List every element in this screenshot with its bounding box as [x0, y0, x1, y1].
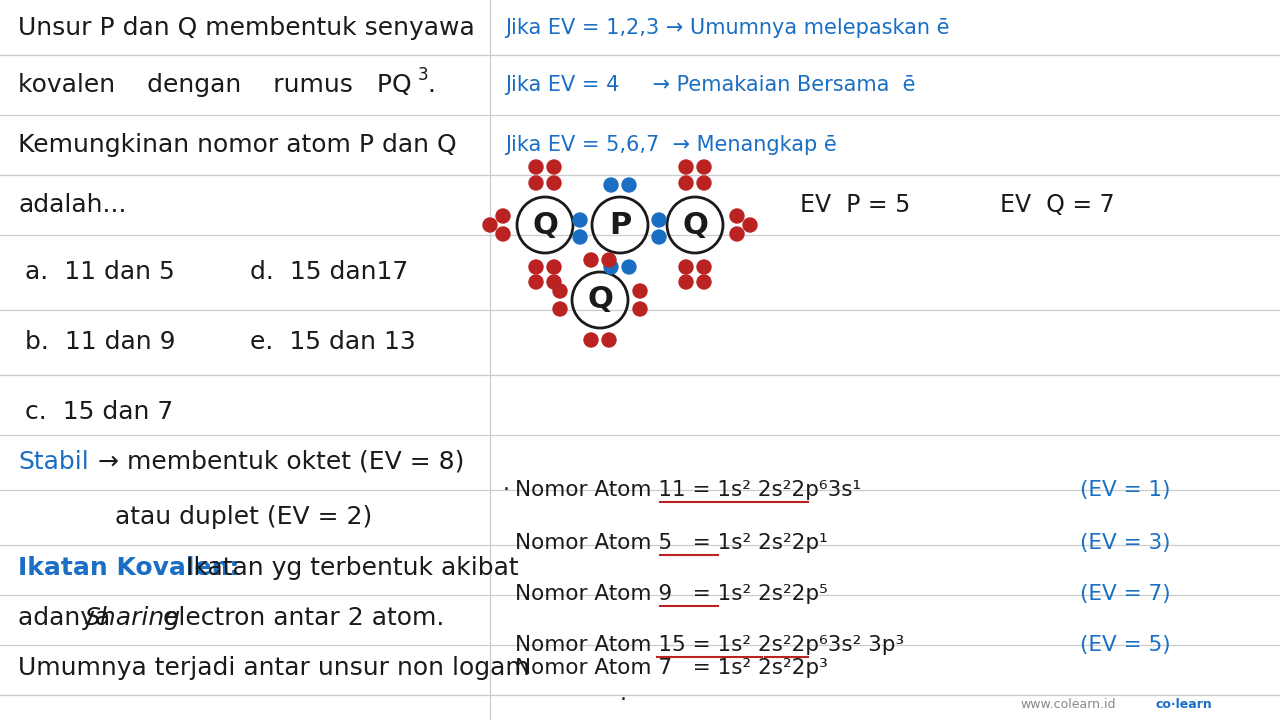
- Text: (EV = 5): (EV = 5): [1080, 635, 1171, 655]
- Circle shape: [678, 176, 692, 190]
- Circle shape: [604, 260, 618, 274]
- Circle shape: [584, 333, 598, 347]
- Text: co·learn: co·learn: [1155, 698, 1212, 711]
- Text: Jika EV = 5,6,7  → Menangkap ē: Jika EV = 5,6,7 → Menangkap ē: [506, 135, 837, 155]
- Text: Jika EV = 1,2,3 → Umumnya melepaskan ē: Jika EV = 1,2,3 → Umumnya melepaskan ē: [506, 18, 950, 38]
- Text: .: .: [428, 73, 435, 97]
- Circle shape: [529, 260, 543, 274]
- Circle shape: [529, 160, 543, 174]
- Circle shape: [529, 275, 543, 289]
- Circle shape: [652, 230, 666, 244]
- Circle shape: [547, 260, 561, 274]
- Circle shape: [678, 260, 692, 274]
- Text: atau duplet (EV = 2): atau duplet (EV = 2): [115, 505, 372, 529]
- Text: (EV = 3): (EV = 3): [1080, 533, 1170, 553]
- Text: www.colearn.id: www.colearn.id: [1020, 698, 1115, 711]
- Circle shape: [584, 253, 598, 267]
- Text: kovalen    dengan    rumus   PQ: kovalen dengan rumus PQ: [18, 73, 412, 97]
- Circle shape: [604, 178, 618, 192]
- Text: Kemungkinan nomor atom P dan Q: Kemungkinan nomor atom P dan Q: [18, 133, 457, 157]
- Circle shape: [553, 284, 567, 298]
- Circle shape: [573, 230, 588, 244]
- Circle shape: [678, 160, 692, 174]
- Text: Nomor Atom 9   = 1s² 2s²2p⁵: Nomor Atom 9 = 1s² 2s²2p⁵: [515, 584, 828, 604]
- Text: ·: ·: [620, 690, 627, 710]
- Text: Q: Q: [532, 210, 558, 240]
- Text: electron antar 2 atom.: electron antar 2 atom.: [155, 606, 444, 630]
- Circle shape: [547, 275, 561, 289]
- Text: Nomor Atom 5   = 1s² 2s²2p¹: Nomor Atom 5 = 1s² 2s²2p¹: [515, 533, 828, 553]
- Circle shape: [622, 260, 636, 274]
- Text: 3: 3: [419, 66, 429, 84]
- Circle shape: [483, 218, 497, 232]
- Text: Umumnya terjadi antar unsur non logam: Umumnya terjadi antar unsur non logam: [18, 656, 530, 680]
- Circle shape: [634, 284, 646, 298]
- Text: b.  11 dan 9: b. 11 dan 9: [26, 330, 175, 354]
- Circle shape: [730, 209, 744, 223]
- Circle shape: [529, 176, 543, 190]
- Circle shape: [652, 213, 666, 227]
- Circle shape: [742, 218, 756, 232]
- Text: e.  15 dan 13: e. 15 dan 13: [250, 330, 416, 354]
- Text: Ikatan Kovalen:: Ikatan Kovalen:: [18, 556, 239, 580]
- Circle shape: [602, 333, 616, 347]
- Text: ·: ·: [503, 480, 509, 500]
- Text: Q: Q: [588, 286, 613, 315]
- Text: Unsur P dan Q membentuk senyawa: Unsur P dan Q membentuk senyawa: [18, 16, 475, 40]
- Text: Nomor Atom 11 = 1s² 2s²2p⁶3s¹: Nomor Atom 11 = 1s² 2s²2p⁶3s¹: [515, 480, 861, 500]
- Text: (EV = 7): (EV = 7): [1080, 584, 1171, 604]
- Circle shape: [698, 260, 710, 274]
- Circle shape: [678, 275, 692, 289]
- Circle shape: [602, 253, 616, 267]
- Text: Q: Q: [682, 210, 708, 240]
- Text: a.  11 dan 5: a. 11 dan 5: [26, 260, 175, 284]
- Text: d.  15 dan17: d. 15 dan17: [250, 260, 408, 284]
- Circle shape: [573, 213, 588, 227]
- Circle shape: [622, 178, 636, 192]
- Text: EV  Q = 7: EV Q = 7: [1000, 193, 1115, 217]
- Text: (EV = 1): (EV = 1): [1080, 480, 1170, 500]
- Text: Jika EV = 4     → Pemakaian Bersama  ē: Jika EV = 4 → Pemakaian Bersama ē: [506, 75, 915, 95]
- Text: EV  P = 5: EV P = 5: [800, 193, 910, 217]
- Circle shape: [698, 160, 710, 174]
- Circle shape: [698, 176, 710, 190]
- Circle shape: [730, 227, 744, 241]
- Text: adalah...: adalah...: [18, 193, 127, 217]
- Text: Nomor Atom 15 = 1s² 2s²2p⁶3s² 3p³: Nomor Atom 15 = 1s² 2s²2p⁶3s² 3p³: [515, 635, 904, 655]
- Text: Stabil: Stabil: [18, 450, 88, 474]
- Circle shape: [553, 302, 567, 316]
- Circle shape: [547, 176, 561, 190]
- Text: → membentuk oktet (EV = 8): → membentuk oktet (EV = 8): [90, 450, 465, 474]
- Circle shape: [634, 302, 646, 316]
- Circle shape: [547, 160, 561, 174]
- Circle shape: [698, 275, 710, 289]
- Circle shape: [497, 209, 509, 223]
- Text: Ikatan yg terbentuk akibat: Ikatan yg terbentuk akibat: [178, 556, 518, 580]
- Text: c.  15 dan 7: c. 15 dan 7: [26, 400, 173, 424]
- Text: adanya: adanya: [18, 606, 118, 630]
- Circle shape: [497, 227, 509, 241]
- Text: P: P: [609, 210, 631, 240]
- Text: Sharing: Sharing: [84, 606, 182, 630]
- Text: Nomor Atom 7   = 1s² 2s²2p³: Nomor Atom 7 = 1s² 2s²2p³: [515, 658, 828, 678]
